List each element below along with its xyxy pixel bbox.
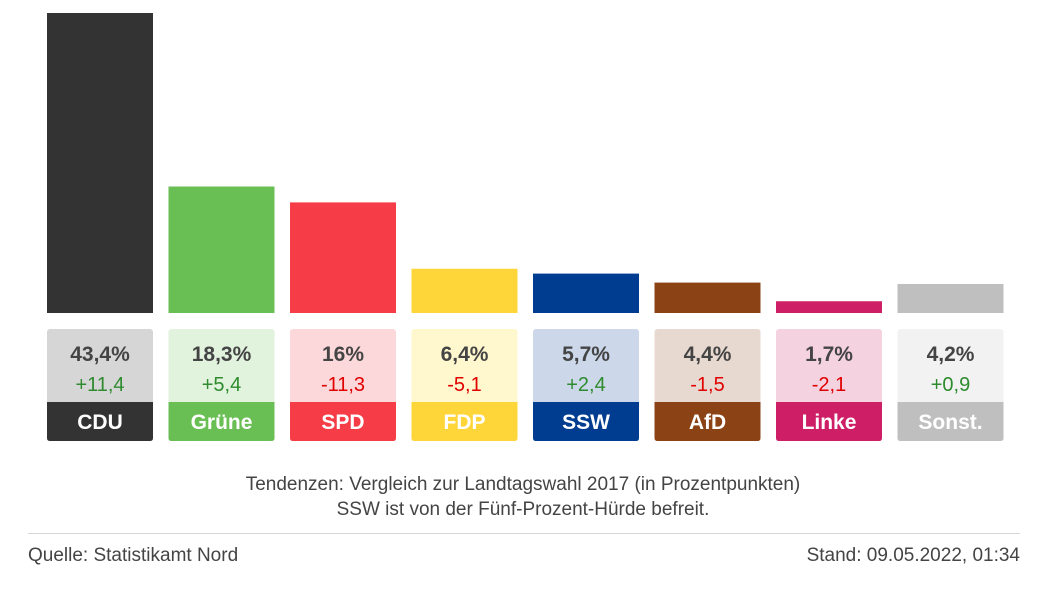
bar-grüne — [168, 186, 275, 313]
value-label-grüne: 18,3% — [192, 343, 252, 366]
change-label-fdp: -5,1 — [447, 374, 481, 396]
ssw-note: SSW ist von der Fünf-Prozent-Hürde befre… — [336, 499, 710, 520]
value-label-spd: 16% — [322, 343, 364, 366]
bar-cdu — [47, 13, 153, 313]
bar-spd — [290, 202, 396, 313]
name-strip-fdp — [411, 402, 518, 441]
bar-sonst — [897, 283, 1004, 313]
name-strip-grüne — [168, 402, 275, 441]
change-label-spd: -11,3 — [321, 374, 365, 396]
name-strip-linke — [776, 402, 882, 441]
category-label-ssw: SSW — [562, 411, 610, 434]
bar-chart: 43,4% +11,4 CDU 18,3% +5,4 Grüne 16% -11,3 SPD 6,… — [47, 13, 1004, 441]
bar-ssw — [533, 273, 639, 313]
category-label-linke: Linke — [802, 411, 857, 434]
change-label-cdu: +11,4 — [75, 374, 124, 396]
change-label-linke: -2,1 — [812, 374, 846, 396]
value-label-afd: 4,4% — [684, 343, 732, 366]
name-strip-afd — [654, 402, 761, 441]
trend-note: Tendenzen: Vergleich zur Landtagswahl 20… — [245, 474, 801, 495]
name-strip-ssw — [533, 402, 639, 441]
bar-afd — [654, 282, 761, 313]
change-label-sonst: +0,9 — [931, 374, 970, 396]
value-label-linke: 1,7% — [805, 343, 853, 366]
category-label-sonst: Sonst. — [918, 411, 982, 434]
bar-fdp — [411, 268, 518, 313]
bar-linke — [776, 301, 882, 313]
category-label-cdu: CDU — [77, 411, 123, 434]
value-label-cdu: 43,4% — [70, 343, 130, 366]
category-label-spd: SPD — [321, 411, 364, 434]
value-label-fdp: 6,4% — [441, 343, 489, 366]
source-text: Quelle: Statistikamt Nord — [28, 545, 239, 566]
category-label-grüne: Grüne — [191, 411, 253, 434]
change-label-grüne: +5,4 — [202, 374, 241, 396]
value-label-ssw: 5,7% — [562, 343, 610, 366]
timestamp-text: Stand: 09.05.2022, 01:34 — [806, 545, 1020, 566]
change-label-afd: -1,5 — [690, 374, 724, 396]
name-strip-spd — [290, 402, 396, 441]
category-label-fdp: FDP — [444, 411, 486, 434]
value-label-sonst: 4,2% — [927, 343, 975, 366]
footer-divider — [28, 533, 1020, 534]
category-label-afd: AfD — [689, 411, 726, 434]
name-strip-cdu — [47, 402, 153, 441]
name-strip-sonst — [897, 402, 1004, 441]
change-label-ssw: +2,4 — [566, 374, 605, 396]
